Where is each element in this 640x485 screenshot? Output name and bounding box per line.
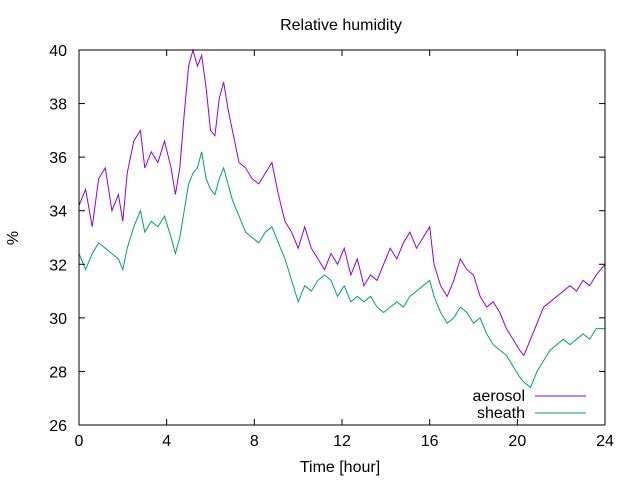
legend-label-aerosol: aerosol — [473, 388, 525, 405]
plot-frame — [78, 49, 606, 426]
y-tick-label: 40 — [49, 43, 67, 60]
x-axis-label: Time [hour] — [300, 459, 380, 476]
axes-layer — [78, 49, 606, 426]
series-line-aerosol — [78, 48, 606, 357]
series-layer — [78, 48, 606, 389]
legend-label-sheath: sheath — [477, 405, 525, 422]
y-tick-label: 28 — [49, 364, 67, 381]
x-tick-label: 24 — [596, 433, 614, 450]
x-tick-label: 8 — [250, 433, 259, 450]
x-tick-label: 0 — [75, 433, 84, 450]
x-tick-label: 4 — [162, 433, 171, 450]
y-tick-label: 36 — [49, 150, 67, 167]
y-axis-label: % — [5, 231, 22, 245]
x-tick-label: 16 — [421, 433, 439, 450]
y-tick-label: 26 — [49, 418, 67, 435]
x-tick-label: 20 — [508, 433, 526, 450]
y-tick-label: 38 — [49, 97, 67, 114]
x-tick-label: 12 — [333, 433, 351, 450]
y-tick-label: 30 — [49, 311, 67, 328]
series-line-sheath — [78, 151, 605, 389]
y-tick-label: 32 — [49, 257, 67, 274]
y-tick-label: 34 — [49, 204, 67, 221]
chart-title: Relative humidity — [280, 17, 402, 34]
ticks-layer: 0 4 8 12 16 20 24 26 28 30 32 34 36 38 40 — [49, 43, 614, 450]
